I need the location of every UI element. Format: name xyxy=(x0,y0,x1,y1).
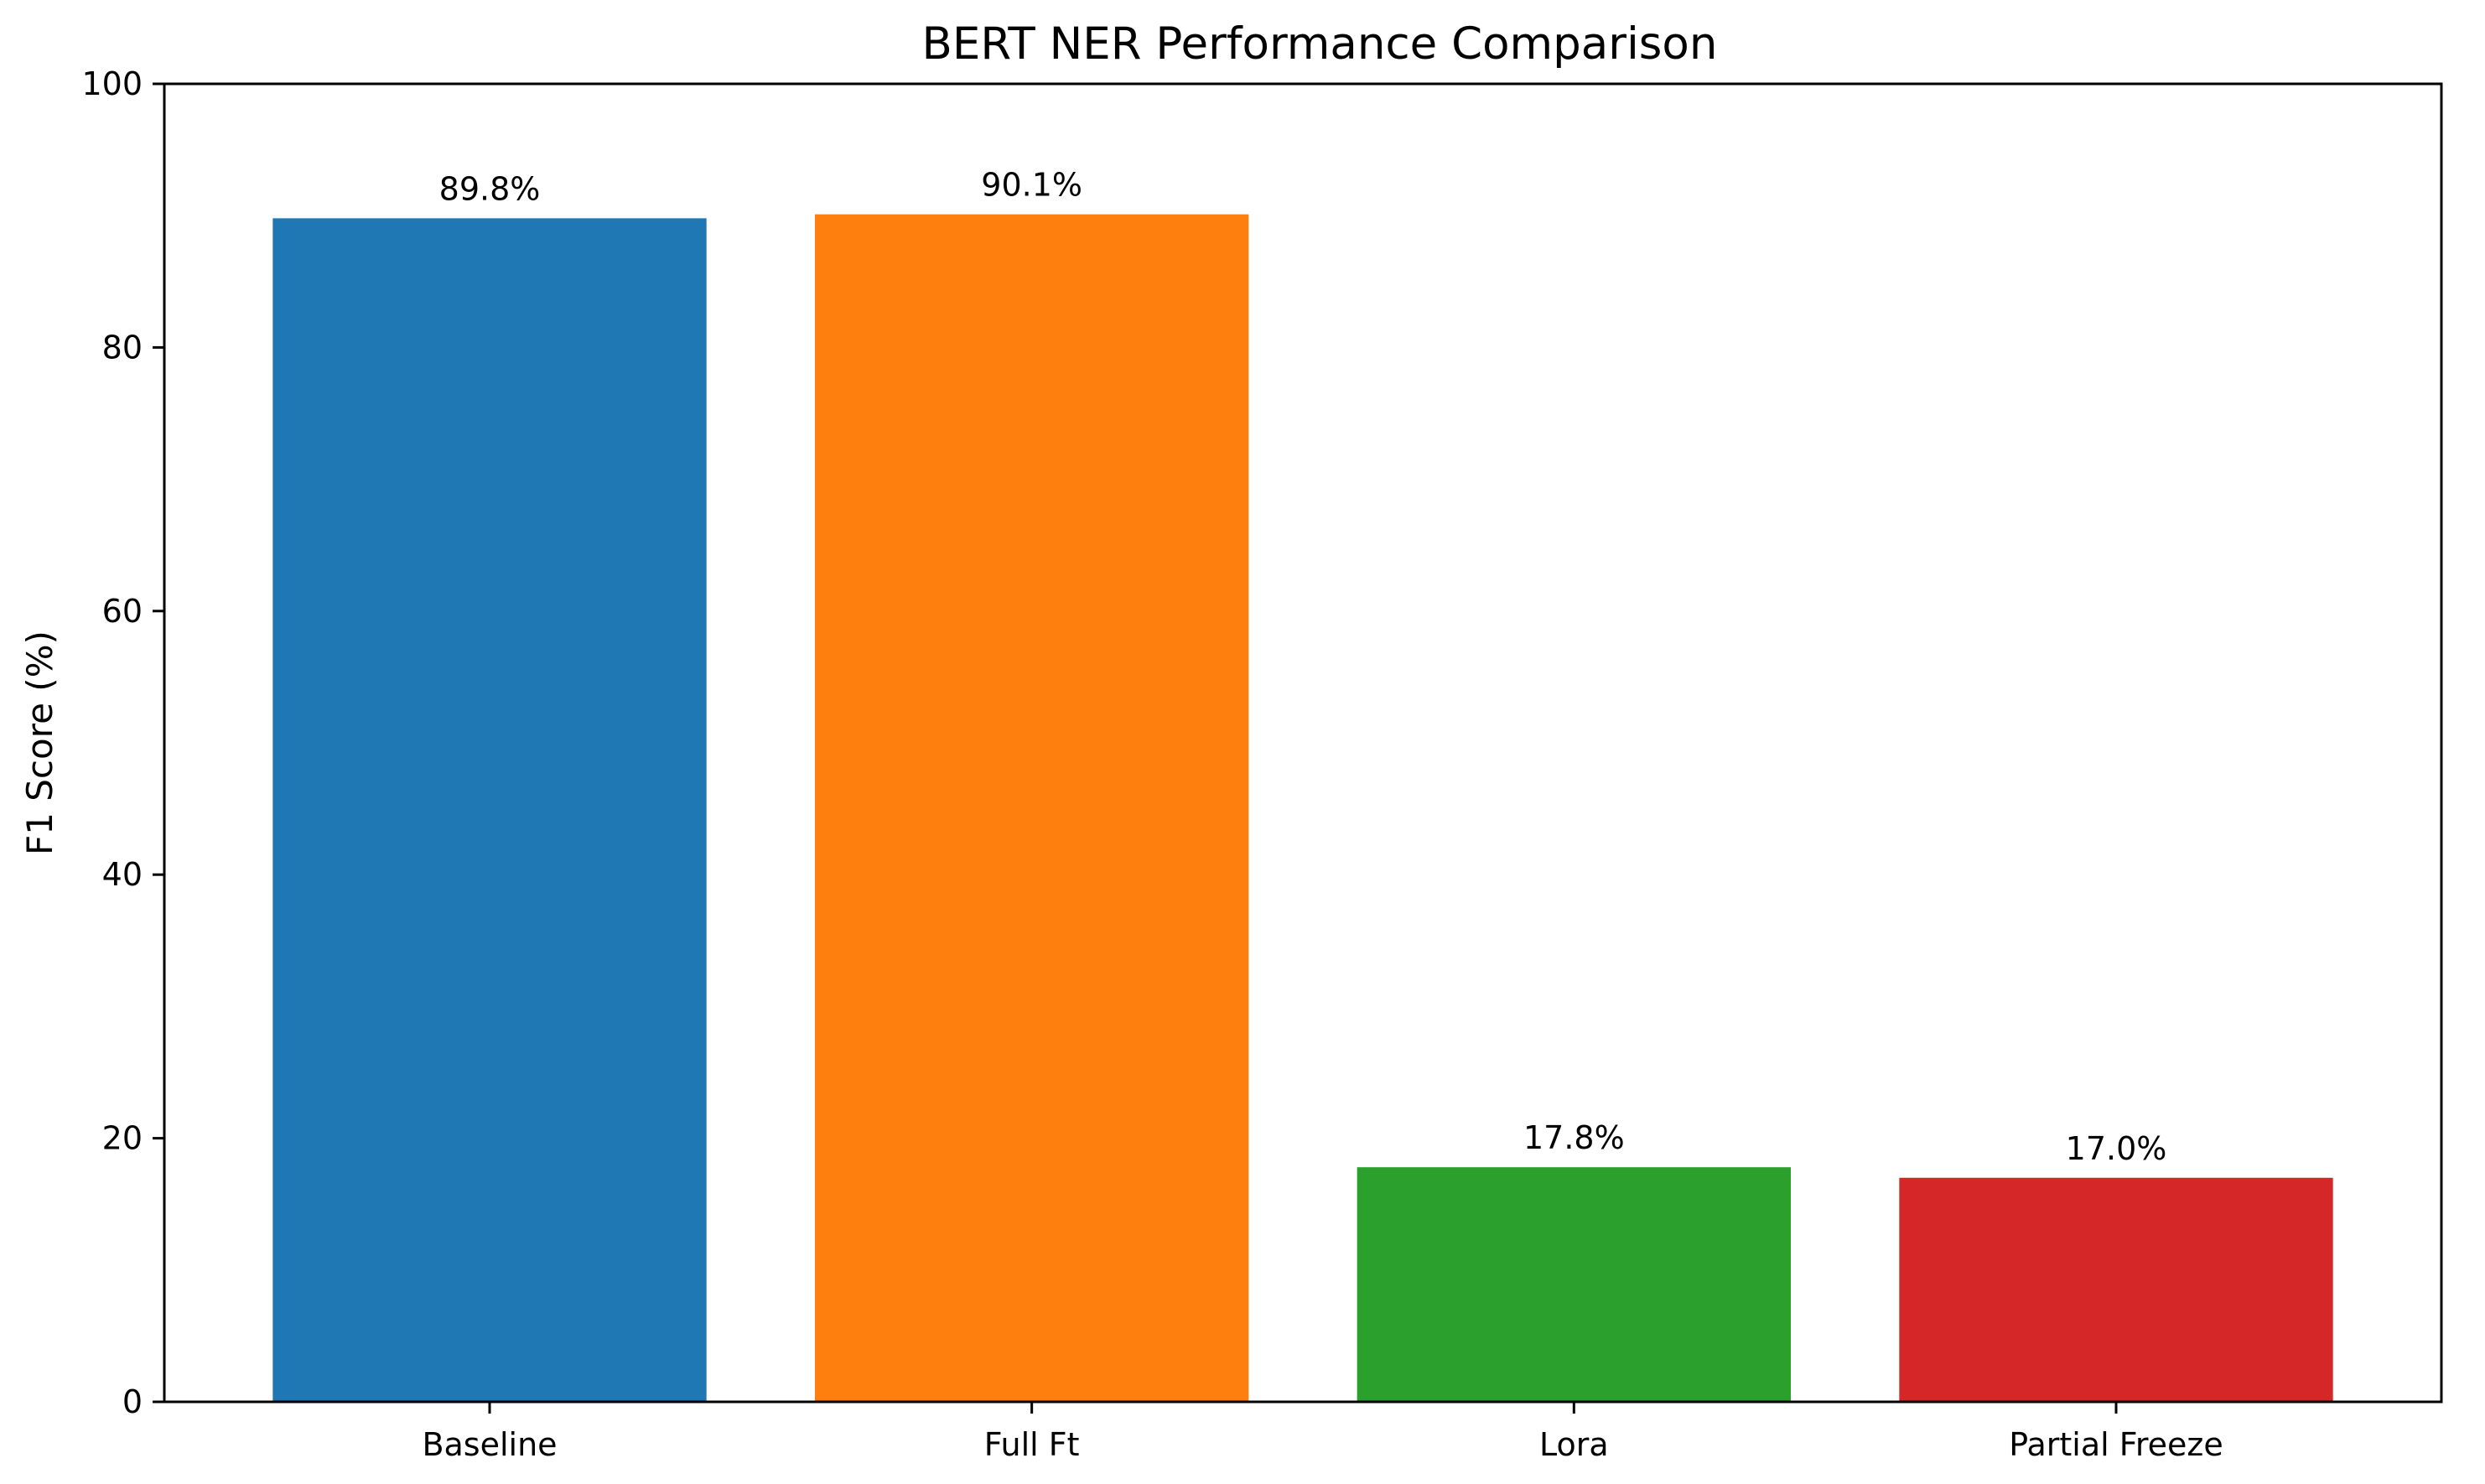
y-tick-label: 100 xyxy=(81,65,143,102)
data-label-full-ft: 90.1% xyxy=(981,167,1082,204)
chart-title: BERT NER Performance Comparison xyxy=(922,18,1718,70)
y-tick-label: 20 xyxy=(102,1120,143,1157)
x-tick-label: Full Ft xyxy=(984,1426,1080,1463)
data-label-baseline: 89.8% xyxy=(439,170,541,207)
bar-full-ft xyxy=(815,214,1249,1402)
bar-lora xyxy=(1357,1167,1791,1402)
x-tick-label: Baseline xyxy=(422,1426,557,1463)
y-tick-label: 40 xyxy=(102,856,143,893)
bar-partial-freeze xyxy=(1899,1177,2333,1402)
y-axis-ticks: 0 20 40 60 80 100 xyxy=(81,65,164,1420)
y-axis-label: F1 Score (%) xyxy=(19,630,60,855)
y-tick-label: 60 xyxy=(102,593,143,630)
x-axis-ticks: Baseline Full Ft Lora Partial Freeze xyxy=(422,1402,2223,1463)
data-label-lora: 17.8% xyxy=(1523,1119,1625,1156)
y-tick-label: 0 xyxy=(122,1383,143,1420)
x-tick-label: Lora xyxy=(1539,1426,1609,1463)
y-tick-label: 80 xyxy=(102,329,143,366)
bars-layer xyxy=(272,214,2333,1402)
data-label-partial-freeze: 17.0% xyxy=(2066,1130,2167,1167)
x-tick-label: Partial Freeze xyxy=(2009,1426,2223,1463)
bar-baseline xyxy=(272,218,707,1402)
data-labels-layer: 89.8% 90.1% 17.8% 17.0% xyxy=(439,167,2167,1167)
plot-frame xyxy=(163,82,2443,1404)
